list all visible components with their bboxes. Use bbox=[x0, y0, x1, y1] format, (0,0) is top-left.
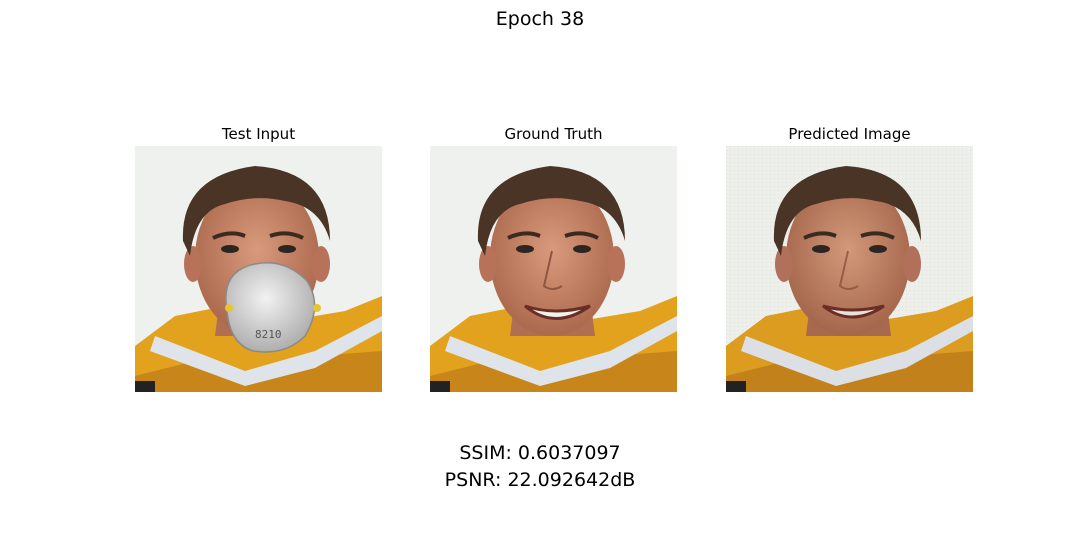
test-input-image: 8210 bbox=[135, 146, 382, 392]
panel-title-test-input: Test Input bbox=[221, 125, 296, 143]
panel-test-input: Test Input bbox=[135, 124, 382, 392]
panel-title-ground-truth: Ground Truth bbox=[504, 125, 603, 143]
predicted-image bbox=[726, 146, 973, 392]
figure-title: Epoch 38 bbox=[495, 8, 585, 30]
panel-ground-truth: Ground Truth bbox=[430, 124, 677, 392]
metrics-block: SSIM: 0.6037097 PSNR: 22.092642dB bbox=[0, 440, 1080, 494]
mask-stamp-text: 8210 bbox=[255, 328, 282, 341]
panel-predicted-image: Predicted Image bbox=[726, 124, 973, 392]
panel-title-predicted-image: Predicted Image bbox=[788, 125, 911, 143]
psnr-value: PSNR: 22.092642dB bbox=[444, 469, 636, 491]
ground-truth-image bbox=[430, 146, 677, 392]
ssim-value: SSIM: 0.6037097 bbox=[459, 442, 621, 464]
